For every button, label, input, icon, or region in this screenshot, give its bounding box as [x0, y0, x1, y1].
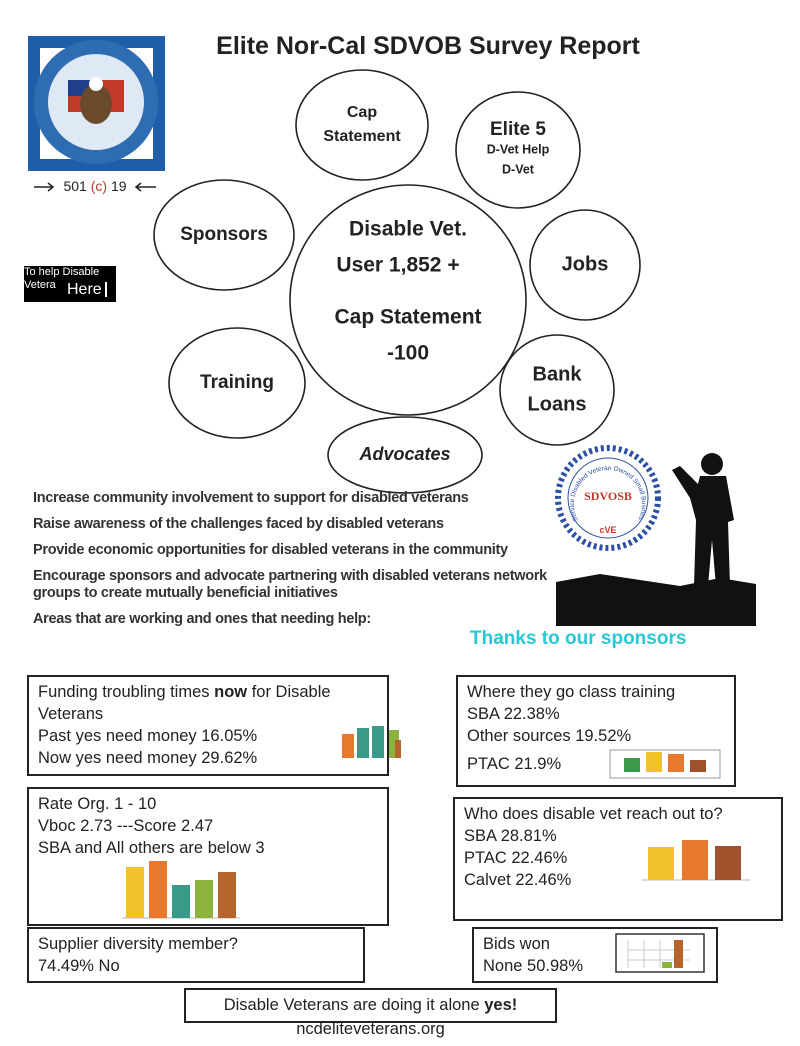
circle-label: User 1,852 +	[336, 254, 459, 277]
box-heading: Rate Org. 1 - 10	[38, 793, 378, 815]
mini-chart	[122, 861, 240, 919]
caption-part: 501	[63, 178, 87, 194]
logo-caption: 501 (c) 19	[30, 178, 160, 194]
info-box: Bids won None 50.98%	[472, 927, 718, 983]
circle-label: D-Vet Help	[487, 142, 550, 156]
circle-group	[153, 69, 641, 494]
circle	[327, 416, 483, 494]
mini-chart	[615, 933, 705, 973]
mini-chart	[342, 726, 401, 758]
heading-part: for Disable Veterans	[38, 683, 331, 723]
circle-label: Statement	[323, 128, 401, 145]
box-line: SBA 22.38%	[467, 705, 560, 723]
heading-part: Supplier diversity member?	[38, 935, 238, 953]
badge-name: SDVOSB	[584, 489, 632, 503]
help-line: To help Disable	[24, 266, 100, 278]
title: Elite Nor-Cal SDVOB Survey Report	[216, 32, 640, 60]
goal-item: Provide economic opportunities for disab…	[33, 542, 508, 558]
box-line: Now yes need money 29.62%	[38, 749, 258, 767]
heading-part: Who does disable vet reach out to?	[464, 805, 723, 823]
box-line: Past yes need money 16.05%	[38, 727, 258, 745]
box-line: PTAC 21.9%	[467, 755, 562, 773]
box-heading: Where they go class training	[467, 681, 727, 703]
mini-chart	[609, 749, 721, 779]
goal-item: Increase community involvement to suppor…	[33, 490, 469, 506]
circle-label: Disable Vet.	[349, 218, 467, 241]
circle	[153, 179, 295, 291]
mini-charts	[122, 726, 750, 973]
circle-label: -100	[387, 342, 429, 365]
circle-label: Cap Statement	[334, 306, 481, 329]
goal-item: Encourage sponsors and advocate partneri…	[33, 568, 547, 601]
box-heading: Supplier diversity member?	[38, 933, 358, 955]
goal-item: Raise awareness of the challenges faced …	[33, 516, 444, 532]
box-line: Other sources 19.52%	[467, 727, 632, 745]
circle	[289, 184, 527, 416]
sponsors-note: Thanks to our sponsors	[470, 628, 687, 649]
heading-part: now	[214, 683, 248, 701]
caption-part: 19	[110, 178, 127, 194]
circle-label: Training	[200, 372, 274, 393]
box-line: Calvet 22.46%	[464, 871, 572, 889]
circle-label: Cap	[347, 104, 377, 121]
goal-item: Areas that are working and ones that nee…	[33, 611, 371, 627]
heading-part: Rate Org. 1 - 10	[38, 795, 157, 813]
circle	[499, 334, 615, 446]
heading-part: Where they go class training	[467, 683, 676, 701]
logo	[28, 36, 165, 171]
heading-part: Bids won	[483, 935, 550, 953]
circle-label: Sponsors	[180, 224, 268, 245]
circle-label: D-Vet	[502, 162, 535, 176]
box-heading: Funding troubling times now for Disable …	[38, 681, 338, 725]
footer-text: Disable Veterans are doing it alone	[223, 996, 485, 1014]
caption-arrows	[34, 182, 156, 192]
circle	[529, 209, 641, 321]
help-line: Vetera	[24, 279, 56, 291]
circle	[295, 69, 429, 181]
circle-label: Advocates	[358, 444, 450, 464]
info-box: Supplier diversity member? 74.49% No	[27, 927, 365, 983]
heading-part: Funding troubling times	[38, 683, 215, 701]
box-line: Vboc 2.73 ---Score 2.47	[38, 817, 214, 835]
box-heading: Bids won	[483, 933, 623, 955]
box-line: PTAC 22.46%	[464, 849, 568, 867]
circle-label: Jobs	[562, 253, 609, 275]
circle	[168, 327, 306, 439]
box-line: SBA and All others are below 3	[38, 839, 265, 857]
help-banner: To help Disable Vetera Here	[24, 266, 116, 302]
info-box: Where they go class training SBA 22.38% Ot…	[456, 675, 736, 787]
soldier	[556, 453, 756, 626]
circle-label: Loans	[528, 393, 587, 415]
box-line: 74.49% No	[38, 957, 120, 975]
goals: Increase community involvement to suppor…	[33, 490, 563, 637]
circle-label: Bank	[533, 363, 583, 385]
box-line: SBA 28.81%	[464, 827, 557, 845]
circle	[455, 91, 581, 209]
box-line: None 50.98%	[483, 957, 583, 975]
footer-emphasis: yes!	[484, 996, 518, 1014]
website: ncdeliteveterans.org	[296, 1020, 445, 1038]
info-box: Funding troubling times now for Disable …	[27, 675, 389, 776]
info-box: Who does disable vet reach out to? SBA 28…	[453, 797, 783, 921]
footer-box: Disable Veterans are doing it alone yes!	[184, 988, 557, 1023]
help-button[interactable]: Here	[64, 282, 107, 298]
info-box: Rate Org. 1 - 10 Vboc 2.73 ---Score 2.47 S…	[27, 787, 389, 926]
badge-mark: cVE	[599, 525, 616, 535]
circle-label: Elite 5	[490, 119, 546, 140]
box-heading: Who does disable vet reach out to?	[464, 803, 764, 825]
caption-part: (c)	[90, 178, 108, 194]
mini-chart	[642, 840, 750, 881]
